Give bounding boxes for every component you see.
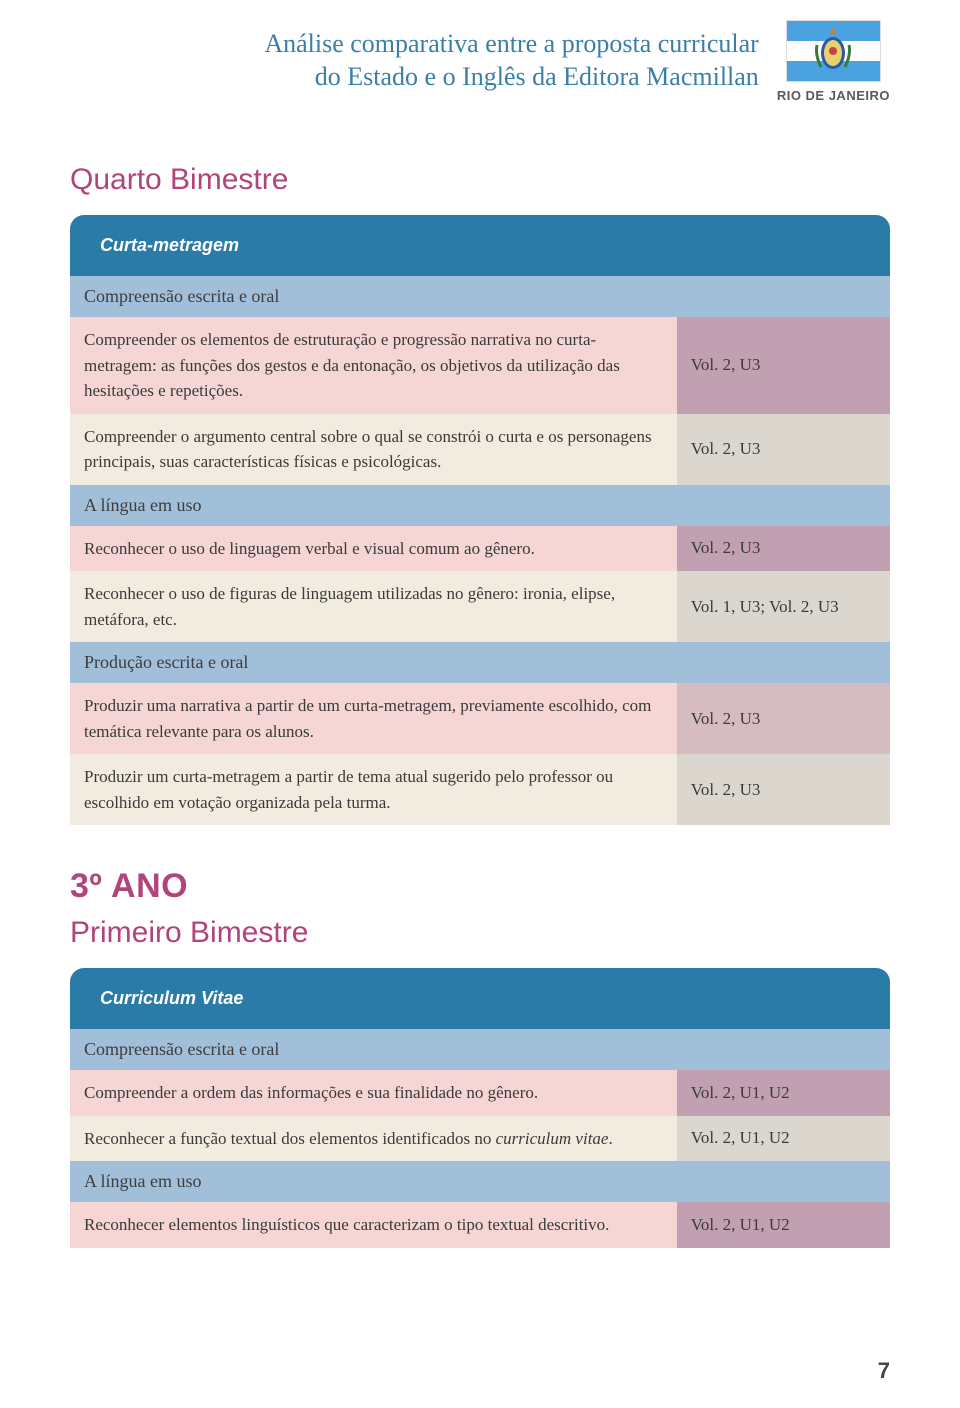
subheader-row: Compreensão escrita e oral xyxy=(70,1029,890,1070)
row-text: Reconhecer a função textual dos elemento… xyxy=(70,1116,677,1162)
table-header-row: Curta-metragem xyxy=(70,215,890,276)
row-ref: Vol. 2, U1, U2 xyxy=(677,1070,890,1116)
table-header-label: Curta-metragem xyxy=(86,225,669,266)
table-curta-metragem: Curta-metragem Compreensão escrita e ora… xyxy=(70,215,890,825)
table-row: Reconhecer a função textual dos elemento… xyxy=(70,1116,890,1162)
row-text: Produzir uma narrativa a partir de um cu… xyxy=(70,683,677,754)
grade-title: 3º ANO xyxy=(70,867,890,906)
header-line-1: Análise comparativa entre a proposta cur… xyxy=(264,28,759,61)
row-text: Reconhecer elementos linguísticos que ca… xyxy=(70,1202,677,1248)
row-text-post: . xyxy=(608,1129,612,1148)
table-curriculum-vitae: Curriculum Vitae Compreensão escrita e o… xyxy=(70,968,890,1248)
section-title-quarto: Quarto Bimestre xyxy=(70,163,890,197)
table-row: Reconhecer elementos linguísticos que ca… xyxy=(70,1202,890,1248)
row-text-pre: Reconhecer a função textual dos elemento… xyxy=(84,1129,496,1148)
row-text-em: curriculum vitae xyxy=(496,1129,609,1148)
table-row: Compreender os elementos de estruturação… xyxy=(70,317,890,414)
table-row: Compreender o argumento central sobre o … xyxy=(70,414,890,485)
table-header-label: Curriculum Vitae xyxy=(86,978,669,1019)
subheader-row: Compreensão escrita e oral xyxy=(70,276,890,317)
table-header-row: Curriculum Vitae xyxy=(70,968,890,1029)
row-ref: Vol. 1, U3; Vol. 2, U3 xyxy=(677,571,890,642)
row-ref: Vol. 2, U3 xyxy=(677,526,890,572)
subheader-label: A língua em uso xyxy=(70,485,677,526)
row-text: Compreender o argumento central sobre o … xyxy=(70,414,677,485)
coat-of-arms-icon xyxy=(811,23,855,79)
table-row: Produzir um curta-metragem a partir de t… xyxy=(70,754,890,825)
state-label: RIO DE JANEIRO xyxy=(777,88,890,103)
row-ref: Vol. 2, U3 xyxy=(677,317,890,414)
row-ref: Vol. 2, U3 xyxy=(677,683,890,754)
subheader-label: A língua em uso xyxy=(70,1161,677,1202)
state-badge: RIO DE JANEIRO xyxy=(777,20,890,103)
row-ref: Vol. 2, U3 xyxy=(677,414,890,485)
page-number: 7 xyxy=(878,1358,890,1384)
table-row: Compreender a ordem das informações e su… xyxy=(70,1070,890,1116)
subheader-row: A língua em uso xyxy=(70,1161,890,1202)
table-row: Produzir uma narrativa a partir de um cu… xyxy=(70,683,890,754)
table-row: Reconhecer o uso de linguagem verbal e v… xyxy=(70,526,890,572)
row-ref: Vol. 2, U3 xyxy=(677,754,890,825)
subheader-row: A língua em uso xyxy=(70,485,890,526)
section-title-primeiro: Primeiro Bimestre xyxy=(70,916,890,950)
page-header: Análise comparativa entre a proposta cur… xyxy=(70,20,890,103)
table-header-ref xyxy=(669,225,874,266)
row-text: Compreender a ordem das informações e su… xyxy=(70,1070,677,1116)
row-text: Produzir um curta-metragem a partir de t… xyxy=(70,754,677,825)
table-row: Reconhecer o uso de figuras de linguagem… xyxy=(70,571,890,642)
header-line-2: do Estado e o Inglês da Editora Macmilla… xyxy=(264,61,759,94)
subheader-row: Produção escrita e oral xyxy=(70,642,890,683)
row-text: Reconhecer o uso de figuras de linguagem… xyxy=(70,571,677,642)
subheader-label: Compreensão escrita e oral xyxy=(70,276,677,317)
row-text: Compreender os elementos de estruturação… xyxy=(70,317,677,414)
page-content: Análise comparativa entre a proposta cur… xyxy=(0,0,960,1288)
row-ref: Vol. 2, U1, U2 xyxy=(677,1202,890,1248)
row-ref: Vol. 2, U1, U2 xyxy=(677,1116,890,1162)
subheader-label: Produção escrita e oral xyxy=(70,642,677,683)
state-flag-icon xyxy=(786,20,881,82)
subheader-label: Compreensão escrita e oral xyxy=(70,1029,677,1070)
row-text: Reconhecer o uso de linguagem verbal e v… xyxy=(70,526,677,572)
header-title: Análise comparativa entre a proposta cur… xyxy=(264,20,759,93)
